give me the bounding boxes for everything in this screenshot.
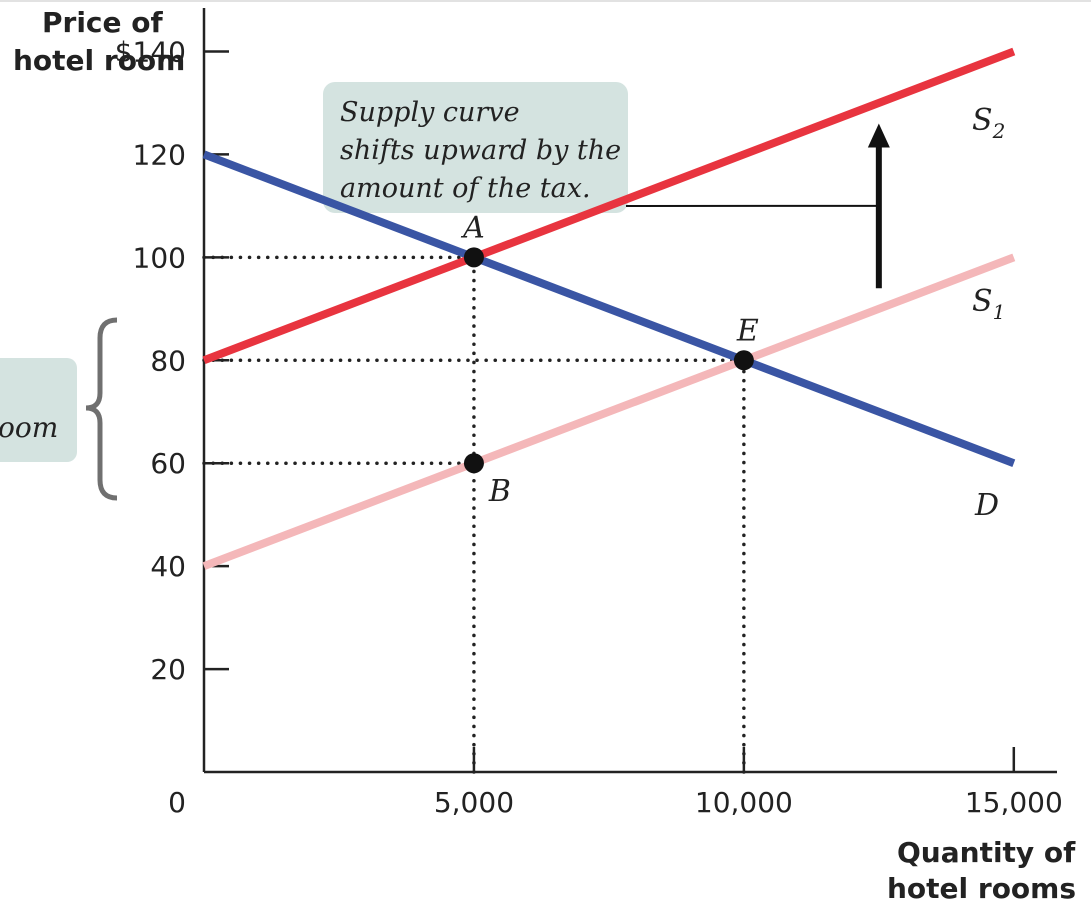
point-label-b: B bbox=[488, 474, 511, 509]
side-callout-text: oom bbox=[0, 411, 58, 444]
callout-line-3: amount of the tax. bbox=[340, 173, 591, 204]
x-axis-title-line-2: hotel rooms bbox=[887, 872, 1076, 905]
x-tick-label-10000: 10,000 bbox=[695, 786, 793, 819]
x-tick-label-5000: 5,000 bbox=[434, 786, 514, 819]
origin-label: 0 bbox=[168, 786, 186, 819]
point-label-a: A bbox=[460, 210, 485, 245]
y-tick-label-80: 80 bbox=[150, 344, 186, 377]
curve-label-s1: S1 bbox=[972, 284, 1005, 324]
top-border bbox=[0, 0, 1091, 2]
y-tick-label-40: 40 bbox=[150, 550, 186, 583]
callout-line-1: Supply curve bbox=[340, 97, 520, 128]
bracket bbox=[85, 317, 118, 501]
callout-line-2: shifts upward by the bbox=[340, 135, 621, 166]
y-tick-label-100: 100 bbox=[133, 241, 186, 274]
y-tick-label-20: 20 bbox=[150, 653, 186, 686]
point-label-e: E bbox=[736, 313, 759, 348]
y-axis-title-line-1: Price of bbox=[42, 6, 164, 39]
curve-label-d: D bbox=[974, 488, 999, 523]
curve-d bbox=[202, 150, 1016, 467]
x-tick-label-15000: 15,000 bbox=[965, 786, 1063, 819]
callout-box bbox=[323, 82, 628, 213]
plot-area: 20 40 60 80 100 120 $140 5,000 10,000 15,000 0 S2 S1… bbox=[115, 8, 1063, 819]
y-tick-label-60: 60 bbox=[150, 447, 186, 480]
point-a bbox=[463, 247, 484, 268]
point-b bbox=[463, 453, 484, 474]
y-tick-label-140: $140 bbox=[115, 35, 186, 68]
curve-label-s2: S2 bbox=[972, 103, 1005, 143]
y-axis-title-line-2: hotel room bbox=[13, 44, 185, 77]
side-callout-box bbox=[0, 358, 77, 462]
x-axis-title-line-1: Quantity of bbox=[897, 836, 1076, 869]
shift-arrow-head bbox=[867, 123, 890, 148]
curve-s1 bbox=[202, 253, 1016, 570]
point-e bbox=[733, 350, 754, 371]
y-tick-label-120: 120 bbox=[133, 138, 186, 171]
curve-s2 bbox=[202, 47, 1016, 365]
